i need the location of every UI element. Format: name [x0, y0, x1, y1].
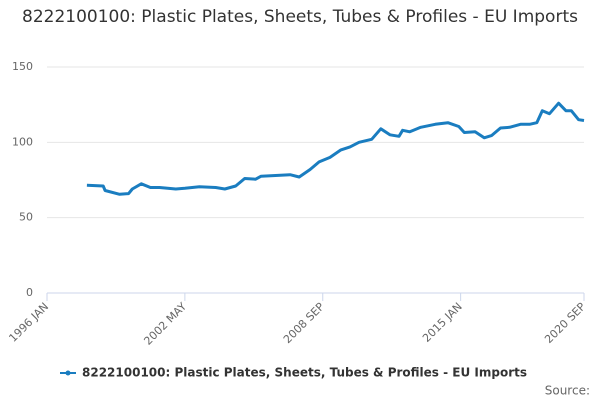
x-tick-label: 1996 JAN [6, 300, 51, 345]
chart-title: 8222100100: Plastic Plates, Sheets, Tube… [22, 7, 578, 27]
y-tick-label: 50 [19, 211, 33, 224]
x-tick-label: 2008 SEP [281, 300, 327, 346]
data-line [86, 101, 585, 196]
y-tick-label: 150 [12, 60, 33, 73]
legend-marker [65, 370, 71, 376]
x-tick-label: 2015 JAN [420, 300, 465, 345]
x-tick-label: 2002 MAY [141, 300, 189, 348]
x-tick-label: 2020 SEP [542, 300, 588, 346]
source-label: Source: [545, 384, 590, 398]
y-tick-label: 0 [26, 286, 33, 299]
legend-label: 8222100100: Plastic Plates, Sheets, Tube… [82, 366, 527, 380]
y-tick-label: 100 [12, 135, 33, 148]
